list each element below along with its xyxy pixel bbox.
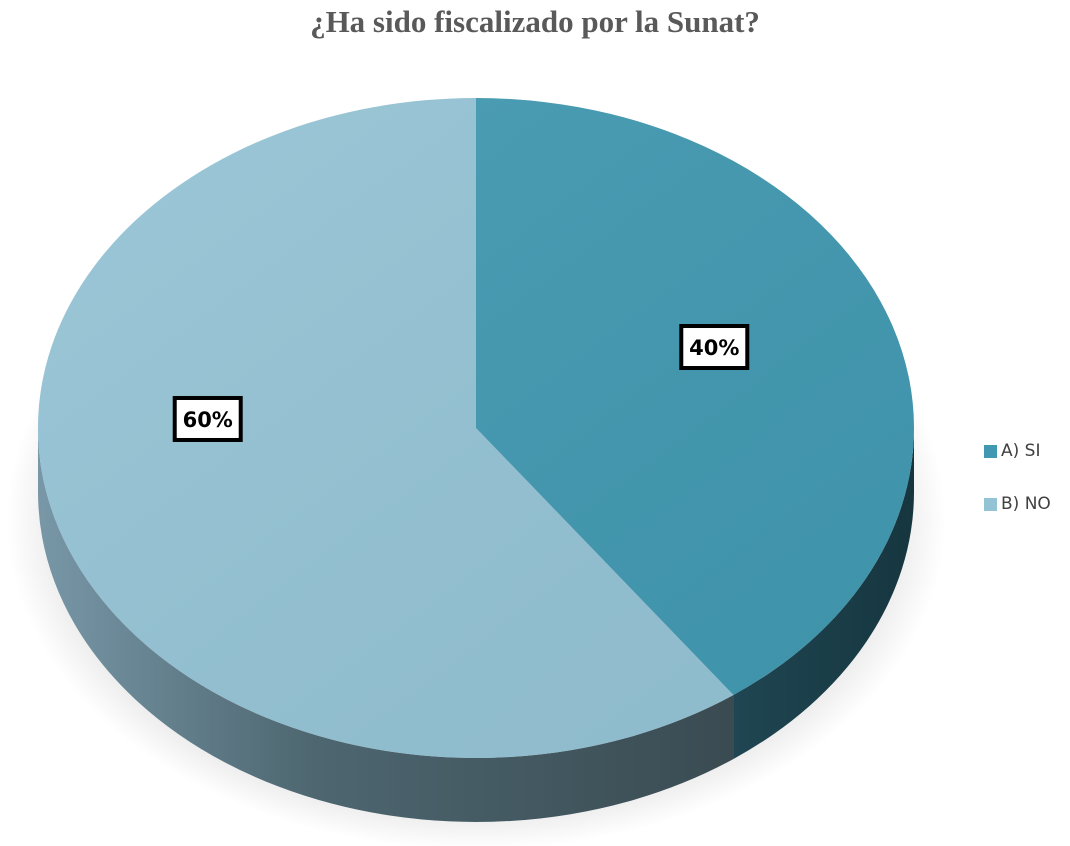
pie-side-si	[733, 428, 914, 759]
legend-item-si: A) SI	[984, 437, 1051, 465]
legend-swatch-no	[984, 497, 997, 511]
legend-swatch-si	[984, 444, 997, 458]
legend: A) SI B) NO	[984, 437, 1051, 543]
legend-label-no: B) NO	[1001, 494, 1051, 514]
pie-top-sheen	[38, 98, 914, 758]
legend-label-si: A) SI	[1001, 441, 1041, 461]
pie-side-no	[38, 428, 734, 822]
data-label-box-no	[172, 395, 243, 442]
legend-item-no: B) NO	[984, 490, 1051, 518]
data-label-no: 60%	[172, 395, 243, 442]
data-label-text-si: 40%	[689, 336, 739, 360]
data-label-box-si	[679, 324, 750, 371]
data-label-si: 40%	[679, 324, 750, 371]
chart-title: ¿Ha sido fiscalizado por la Sunat?	[310, 4, 760, 39]
data-label-text-no: 60%	[183, 408, 233, 432]
